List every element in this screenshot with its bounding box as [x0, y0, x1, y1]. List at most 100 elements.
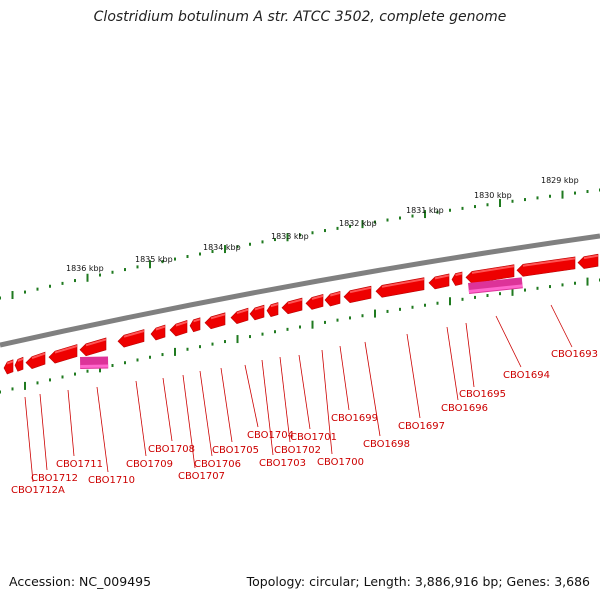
scale-tick — [0, 390, 1, 394]
label-leader — [220, 367, 233, 443]
scale-tick — [199, 252, 201, 256]
gene-arrow-highlight — [471, 265, 515, 274]
label-leader — [279, 356, 291, 443]
gene-arrow-highlight — [455, 272, 463, 276]
gene-arrow-highlight — [17, 357, 24, 362]
scale-tick — [249, 242, 251, 246]
gene-arrow-highlight — [311, 294, 324, 300]
gene-arrow — [150, 324, 166, 341]
scale-tick — [424, 210, 426, 219]
kbp-label-1832: 1832 kbp — [339, 219, 377, 228]
scale-tick — [349, 224, 351, 228]
scale-tick — [399, 307, 401, 311]
scale-tick — [436, 210, 439, 214]
label-leader — [550, 304, 573, 348]
scale-tick — [161, 353, 164, 357]
gene-label-cbo1711: CBO1711 — [56, 459, 103, 470]
scale-tick — [361, 220, 364, 229]
gene-label-cbo1710: CBO1710 — [88, 475, 135, 486]
scale-tick — [574, 191, 576, 195]
scale-tick — [211, 342, 214, 346]
gene-label-cbo1694: CBO1694 — [503, 370, 550, 381]
gene-arrow — [516, 256, 576, 277]
scale-tick — [111, 364, 114, 368]
gene-arrow — [3, 359, 14, 375]
scale-tick — [586, 277, 589, 286]
kbp-label-1830: 1830 kbp — [474, 191, 512, 200]
gene-label-cbo1699: CBO1699 — [331, 413, 378, 424]
gene-arrow — [48, 344, 78, 364]
scale-tick — [524, 288, 526, 292]
rna-feature-highlight — [80, 364, 109, 368]
gene-label-cbo1707: CBO1707 — [178, 471, 225, 482]
scale-tick — [174, 257, 176, 261]
gene-arrow — [577, 253, 599, 269]
scale-tick — [124, 361, 126, 365]
scale-tick — [274, 238, 276, 242]
gene-arrow — [204, 312, 226, 330]
gene-label-cbo1696: CBO1696 — [441, 403, 488, 414]
gene-arrow — [189, 317, 201, 333]
scale-tick — [386, 309, 389, 313]
gene-label-cbo1702: CBO1702 — [274, 445, 321, 456]
kbp-label-1831: 1831 kbp — [406, 206, 444, 215]
scale-tick — [324, 229, 326, 233]
label-leader — [364, 341, 381, 437]
gene-label-cbo1693: CBO1693 — [551, 349, 598, 360]
scale-tick — [249, 335, 251, 339]
scale-tick — [211, 250, 214, 254]
scale-tick — [336, 226, 339, 230]
scale-tick — [86, 369, 89, 373]
gene-arrow — [451, 271, 463, 286]
scale-tick — [561, 190, 564, 199]
gene-arrow-highlight — [522, 257, 576, 267]
scale-tick — [499, 292, 501, 296]
scale-tick — [436, 301, 439, 305]
gene-arrow-highlight — [193, 318, 201, 323]
kbp-label-1836: 1836 kbp — [66, 264, 104, 273]
scale-tick — [486, 294, 489, 298]
gene-arrow-highlight — [236, 308, 249, 315]
gene-arrow — [117, 329, 145, 348]
scale-tick — [574, 281, 576, 285]
scale-tick — [586, 190, 589, 194]
scale-tick — [24, 290, 26, 294]
gene-label-cbo1698: CBO1698 — [363, 439, 410, 450]
gene-arrow — [343, 285, 372, 304]
scale-tick — [511, 199, 514, 203]
scale-tick — [524, 198, 526, 202]
scale-tick — [299, 233, 301, 237]
scale-tick — [61, 281, 64, 285]
scale-tick — [186, 347, 189, 351]
scale-tick — [149, 355, 151, 359]
kbp-label-1835: 1835 kbp — [135, 255, 173, 264]
scale-tick — [24, 381, 26, 390]
scale-tick — [486, 203, 489, 207]
scale-tick — [299, 325, 301, 329]
gene-label-cbo1697: CBO1697 — [398, 421, 445, 432]
scale-tick — [11, 387, 14, 391]
scale-tick — [236, 335, 239, 344]
scale-tick — [511, 287, 514, 296]
scale-tick — [499, 199, 501, 207]
gene-arrow — [324, 291, 341, 307]
accession-text: Accession: NC_009495 — [9, 574, 152, 589]
scale-tick — [49, 378, 51, 382]
rna-feature-highlight — [468, 284, 523, 293]
scale-tick — [474, 205, 476, 209]
scale-tick — [411, 305, 414, 309]
scale-tick — [199, 345, 201, 349]
label-leader — [199, 370, 213, 457]
gene-label-cbo1712a: CBO1712A — [11, 485, 65, 496]
scale-tick — [36, 381, 39, 385]
scale-tick — [549, 194, 551, 198]
label-leader — [96, 386, 109, 473]
gene-arrow-highlight — [6, 360, 14, 365]
scale-tick — [124, 268, 126, 272]
gene-arrow-highlight — [287, 298, 303, 305]
gene-label-cbo1712: CBO1712 — [31, 473, 78, 484]
gene-arrow-highlight — [175, 320, 188, 327]
scale-tick — [374, 220, 376, 224]
scale-tick — [274, 330, 276, 334]
